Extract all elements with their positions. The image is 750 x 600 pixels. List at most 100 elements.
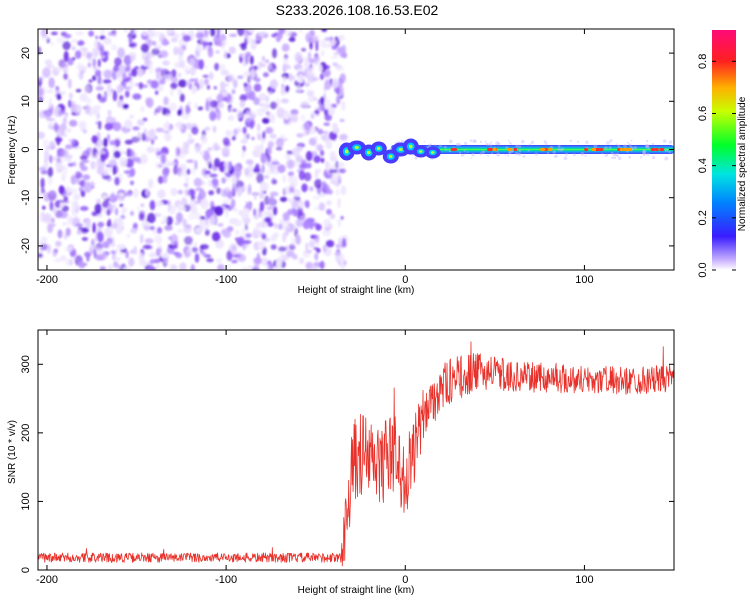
- spectrogram-noise-cell: [231, 174, 237, 184]
- spectrogram-noise-cell: [112, 121, 122, 132]
- signal-band-halo: [474, 140, 477, 143]
- spectrogram-noise-cell: [204, 126, 211, 132]
- spectrogram-noise-cell: [305, 242, 309, 250]
- spectrogram-noise-cell: [167, 161, 177, 166]
- spectrogram-noise-cell: [326, 208, 332, 215]
- spectrogram-noise-cell: [173, 251, 181, 256]
- spectrogram-noise-cell: [115, 257, 121, 262]
- spectrogram-noise-cell: [177, 202, 182, 212]
- spectrogram-noise-cell: [225, 129, 233, 137]
- colorbar-tick-label: 0.6: [697, 106, 709, 121]
- signal-band-halo: [563, 156, 568, 161]
- spectrogram-noise-cell: [252, 230, 259, 239]
- spectrogram-noise-cell: [217, 29, 220, 38]
- spectrogram-noise-cell: [315, 40, 319, 52]
- spectrogram-noise-cell: [198, 189, 206, 200]
- spectrogram-noise-cell: [54, 122, 58, 133]
- spectrogram-noise-cell: [176, 212, 183, 223]
- spectrogram-noise-cell: [309, 126, 317, 135]
- signal-band-halo: [508, 151, 511, 154]
- spectrogram-noise-cell: [72, 57, 76, 61]
- spectrogram-noise-cell: [229, 33, 238, 37]
- spectrogram-y-tick-label: 20: [20, 47, 32, 59]
- spectrogram-noise-cell: [43, 162, 49, 169]
- spectrogram-noise-cell: [313, 56, 320, 63]
- spectrogram-noise-cell: [207, 147, 213, 151]
- signal-band-halo: [601, 152, 604, 155]
- signal-band-halo: [515, 144, 519, 148]
- spectrogram-noise-cell: [238, 186, 242, 197]
- spectrogram-noise-cell: [59, 90, 66, 96]
- spectrogram-noise-cell: [289, 113, 299, 123]
- signal-lead-peak: [418, 150, 423, 153]
- spectrogram-noise-cell: [157, 105, 163, 112]
- signal-band-halo: [466, 151, 469, 154]
- signal-lead-peak: [376, 147, 381, 150]
- signal-band-halo: [604, 146, 608, 150]
- spectrogram-noise-cell: [270, 234, 278, 242]
- signal-band-halo: [430, 143, 432, 146]
- spectrogram-noise-cell: [95, 86, 104, 91]
- spectrogram-noise-cell: [284, 29, 292, 37]
- spectrogram-noise-cell: [264, 217, 272, 223]
- spectrogram-noise-cell: [266, 260, 272, 266]
- spectrogram-noise-cell: [278, 29, 286, 35]
- signal-band-halo: [508, 150, 512, 154]
- signal-band-halo: [604, 155, 607, 157]
- spectrogram-noise-cell: [204, 65, 208, 69]
- spectrogram-noise-cell: [77, 229, 81, 235]
- spectrogram-noise-cell: [70, 174, 77, 185]
- spectrogram-noise-cell: [324, 79, 332, 90]
- spectrogram-noise-cell: [95, 104, 102, 111]
- spectrogram-noise-cell: [278, 246, 287, 252]
- spectrogram-noise-cell: [141, 132, 147, 142]
- spectrogram-noise-cell: [166, 167, 170, 174]
- spectrogram-noise-cell: [202, 41, 210, 47]
- spectrogram-noise-cell: [157, 189, 166, 199]
- spectrogram-noise-cell: [75, 31, 85, 36]
- spectrogram-noise-cell: [168, 236, 172, 241]
- spectrogram-noise-cell: [233, 220, 243, 227]
- spectrogram-noise-cell: [304, 59, 309, 70]
- spectrogram-noise-cell: [337, 218, 341, 228]
- signal-band-halo: [515, 151, 519, 156]
- spectrogram-noise-cell: [38, 131, 46, 140]
- spectrogram-noise-cell: [196, 43, 201, 52]
- spectrogram-noise-cell: [67, 78, 72, 89]
- signal-band-halo: [645, 145, 648, 149]
- spectrogram-noise-cell: [315, 223, 322, 231]
- spectrogram-noise-cell: [209, 100, 218, 108]
- spectrogram-noise-cell: [266, 154, 272, 163]
- spectrogram-noise-cell: [285, 227, 289, 237]
- signal-band-halo: [612, 156, 616, 160]
- spectrogram-noise-cell: [67, 57, 74, 66]
- spectrogram-noise-cell: [212, 125, 217, 133]
- spectrogram-noise-cell: [130, 29, 134, 33]
- spectrogram-noise-cell: [199, 150, 205, 156]
- signal-band-halo: [445, 149, 448, 152]
- spectrogram-noise-cell: [165, 113, 172, 117]
- spectrogram-noise-cell: [312, 195, 321, 200]
- spectrogram-noise-cell: [61, 165, 68, 176]
- spectrogram-noise-cell: [102, 79, 112, 84]
- signal-hotspot: [591, 147, 597, 152]
- spectrogram-noise-cell: [280, 98, 289, 104]
- signal-band-halo: [469, 139, 473, 142]
- spectrogram-noise-cell: [259, 63, 267, 68]
- signal-band-halo: [652, 156, 656, 160]
- spectrogram-noise-cell: [322, 71, 331, 78]
- spectrogram-noise-cell: [209, 173, 218, 178]
- spectrogram-noise-cell: [70, 100, 75, 106]
- spectrogram-noise-cell: [106, 88, 112, 97]
- spectrogram-noise-cell: [245, 117, 252, 123]
- spectrogram-noise-cell: [133, 188, 139, 199]
- spectrogram-noise-cell: [155, 201, 164, 207]
- spectrogram-noise-cell: [324, 37, 331, 41]
- spectrogram-noise-cell: [78, 179, 86, 187]
- spectrogram-noise-cell: [48, 77, 55, 89]
- spectrogram-noise-cell: [161, 163, 167, 168]
- signal-band-halo: [484, 140, 487, 143]
- spectrogram-noise-cell: [42, 110, 48, 114]
- spectrogram-noise-cell: [253, 257, 262, 265]
- spectrogram-noise-cell: [176, 120, 184, 131]
